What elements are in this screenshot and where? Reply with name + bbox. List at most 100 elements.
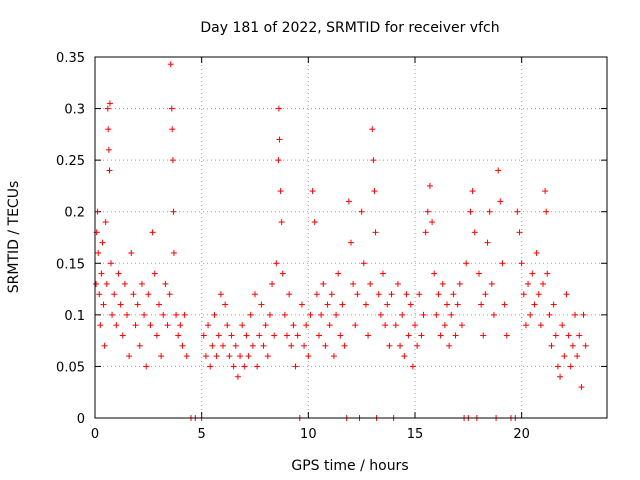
y-tick-label: 0.35 (56, 51, 85, 66)
x-tick-label: 5 (198, 427, 206, 442)
data-point (213, 353, 220, 360)
data-point (100, 301, 107, 308)
points (93, 61, 589, 421)
data-point (516, 229, 523, 236)
data-point (563, 291, 570, 298)
x-tick-label: 0 (91, 427, 99, 442)
data-point (352, 322, 359, 329)
data-point (437, 332, 444, 339)
data-point (414, 342, 421, 349)
data-point (486, 208, 493, 215)
data-point (548, 342, 555, 349)
data-point (162, 280, 169, 287)
data-point (375, 291, 382, 298)
data-point (580, 311, 587, 318)
data-point (96, 291, 103, 298)
data-point (281, 311, 288, 318)
data-point (480, 332, 487, 339)
data-point (230, 363, 237, 370)
y-tick-label: 0.3 (64, 103, 85, 118)
data-point (170, 249, 177, 256)
data-point (578, 384, 585, 391)
data-point (181, 311, 188, 318)
data-point (369, 126, 376, 133)
data-point (95, 249, 102, 256)
data-point (279, 270, 286, 277)
data-point (239, 322, 246, 329)
data-point (322, 342, 329, 349)
data-point (522, 322, 529, 329)
data-point (409, 363, 416, 370)
data-point (422, 229, 429, 236)
data-point (260, 342, 267, 349)
data-point (269, 280, 276, 287)
y-tick-label: 0.1 (64, 309, 85, 324)
data-point (234, 373, 241, 380)
data-point (254, 363, 261, 370)
data-point (546, 311, 553, 318)
y-tick-label: 0.25 (56, 154, 85, 169)
data-point (456, 280, 463, 287)
plot-frame (94, 56, 608, 419)
data-point (205, 322, 212, 329)
data-point (574, 353, 581, 360)
data-point (330, 353, 337, 360)
data-point (311, 219, 318, 226)
data-point (158, 353, 165, 360)
data-point (471, 229, 478, 236)
data-point (370, 157, 377, 164)
data-point (565, 332, 572, 339)
data-point (324, 301, 331, 308)
data-point (463, 260, 470, 267)
data-point (433, 311, 440, 318)
data-point (301, 342, 308, 349)
data-point (175, 332, 182, 339)
data-point (371, 188, 378, 195)
data-point (252, 291, 258, 298)
x-axis-label: GPS time / hours (291, 458, 408, 474)
x-tick-label: 10 (300, 427, 317, 442)
data-point (386, 342, 393, 349)
data-point (97, 322, 104, 329)
data-point (341, 342, 348, 349)
data-point (121, 280, 128, 287)
data-point (309, 188, 316, 195)
data-point (372, 229, 379, 236)
y-tick-label: 0.15 (56, 257, 85, 272)
data-point (164, 322, 171, 329)
data-point (439, 280, 446, 287)
data-point (490, 311, 497, 318)
data-point (503, 332, 510, 339)
data-point (292, 363, 299, 370)
data-point (276, 136, 283, 143)
data-point (226, 353, 233, 360)
y-tick-label: 0.2 (64, 206, 85, 221)
data-point (166, 291, 173, 298)
data-point (303, 322, 310, 329)
data-point (132, 322, 139, 329)
data-point (392, 322, 399, 329)
data-point (362, 301, 369, 308)
data-point (149, 229, 156, 236)
data-point (525, 280, 532, 287)
data-point (360, 260, 367, 267)
data-point (102, 219, 109, 226)
data-point (495, 167, 502, 174)
chart-title: Day 181 of 2022, SRMTID for receiver vfc… (200, 20, 499, 36)
data-point (403, 291, 410, 298)
data-point (170, 208, 177, 215)
data-point (179, 342, 186, 349)
data-point (328, 291, 335, 298)
data-point (141, 311, 148, 318)
data-point (136, 342, 143, 349)
data-point (209, 342, 216, 349)
data-point (113, 322, 120, 329)
data-point (420, 311, 427, 318)
data-point (169, 157, 176, 164)
data-point (326, 322, 333, 329)
data-point (211, 311, 218, 318)
data-point (478, 301, 485, 308)
data-point (429, 219, 436, 226)
data-point (105, 146, 112, 153)
